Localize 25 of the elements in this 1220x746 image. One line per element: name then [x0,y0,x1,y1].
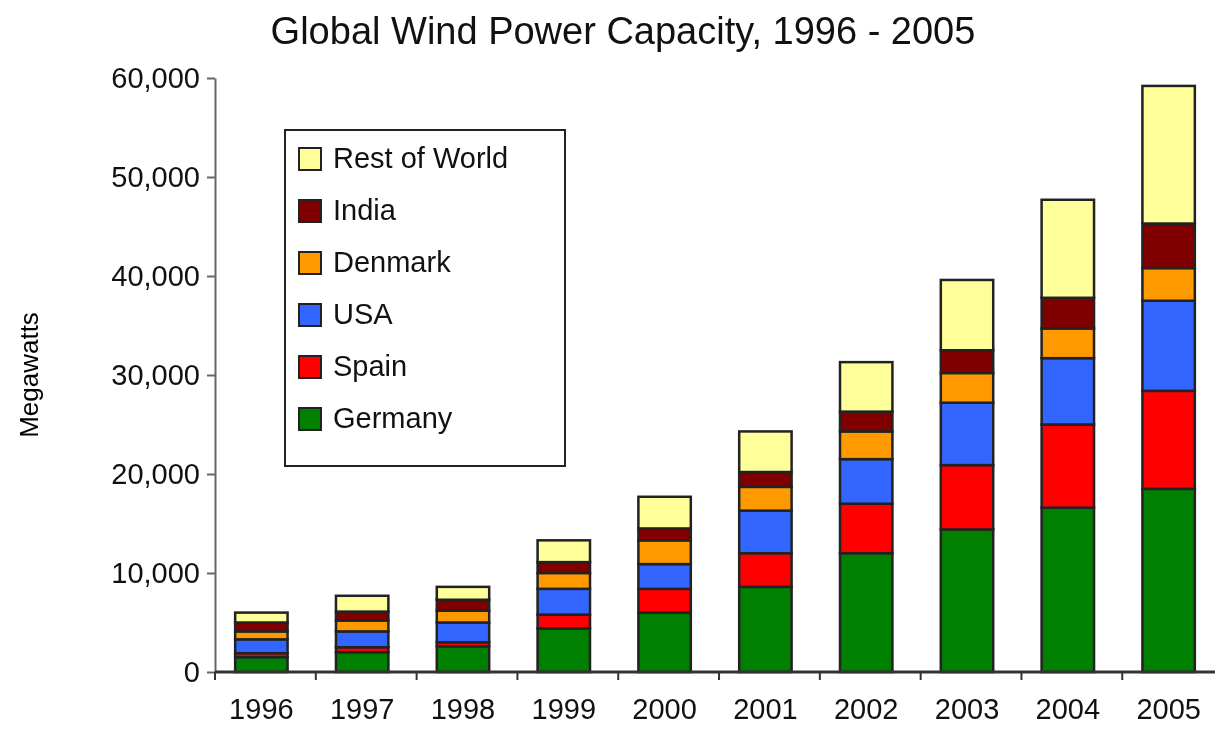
x-tick-label: 1996 [229,692,294,725]
y-tick-label: 0 [183,655,200,688]
x-tick-label: 2002 [833,692,899,725]
x-tick-label: 2000 [632,692,697,725]
legend-label: Germany [333,402,453,434]
y-tick-label: 50,000 [111,160,200,193]
legend-label: Spain [333,350,408,382]
y-tick-label: 30,000 [111,358,200,391]
y-tick-label: 20,000 [111,457,200,490]
legend-label: Rest of World [333,142,509,174]
legend-label: Denmark [333,246,452,278]
y-tick-label: 10,000 [111,556,200,589]
legend-label: India [333,194,397,226]
legend-label: USA [333,298,394,330]
y-tick-label: 60,000 [111,61,200,94]
x-tick-label: 2003 [934,692,1000,725]
x-tick-label: 1997 [329,692,395,725]
y-axis-title: Megawatts [14,312,44,438]
y-tick-label: 40,000 [111,259,200,292]
x-tick-label: 2001 [733,692,798,725]
chart-title: Global Wind Power Capacity, 1996 - 2005 [270,10,976,52]
x-tick-label: 2004 [1035,692,1101,725]
x-tick-label: 1999 [531,692,597,725]
x-tick-label: 1998 [430,692,496,725]
x-tick-label: 2005 [1136,692,1201,725]
